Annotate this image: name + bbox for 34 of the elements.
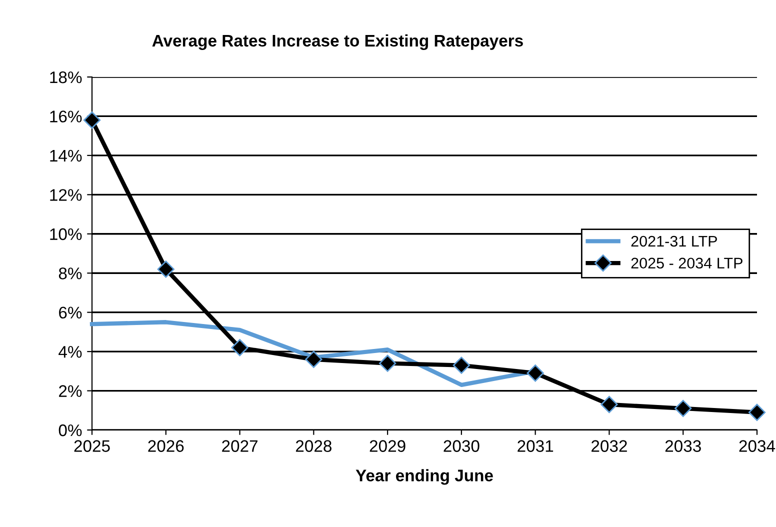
x-axis-title: Year ending June [356, 469, 493, 485]
x-tick-label: 2026 [148, 440, 184, 452]
point [748, 404, 766, 421]
y-tick-label: 0% [58, 424, 82, 436]
y-tick-label: 18% [50, 71, 82, 84]
y-tick-label: 14% [50, 150, 82, 162]
y-tick-label: 16% [50, 110, 82, 122]
point [379, 354, 396, 372]
chart-title: Average Rates Increase to Existing Ratepayers [152, 34, 523, 50]
point [674, 400, 692, 417]
x-tick-label: 2032 [592, 440, 627, 452]
y-tick-label: 4% [58, 346, 82, 358]
x-tick-label: 2030 [444, 440, 480, 452]
point [305, 350, 322, 368]
point [157, 260, 174, 278]
x-tick-label: 2033 [665, 440, 701, 452]
point [452, 356, 470, 374]
x-tick-label: 2029 [370, 440, 406, 452]
y-tick-label: 12% [50, 189, 82, 201]
legend-label: 2025 - 2034 LTP [631, 258, 742, 269]
point [526, 364, 544, 382]
y-tick-label: 8% [58, 268, 82, 280]
y-tick-label: 2% [59, 385, 82, 397]
y-tick-label: 6% [59, 306, 82, 319]
point [231, 339, 248, 356]
x-tick-label: 2034 [739, 440, 776, 452]
point [83, 112, 101, 129]
point [600, 396, 618, 414]
x-tick-label: 2025 [74, 440, 110, 452]
y-tick-label: 10% [50, 228, 82, 240]
x-tick-label: 2031 [518, 440, 554, 452]
x-tick-label: 2028 [296, 440, 332, 452]
legend-label: 2021-31 LTP [631, 236, 717, 247]
x-tick-label: 2027 [222, 440, 258, 452]
